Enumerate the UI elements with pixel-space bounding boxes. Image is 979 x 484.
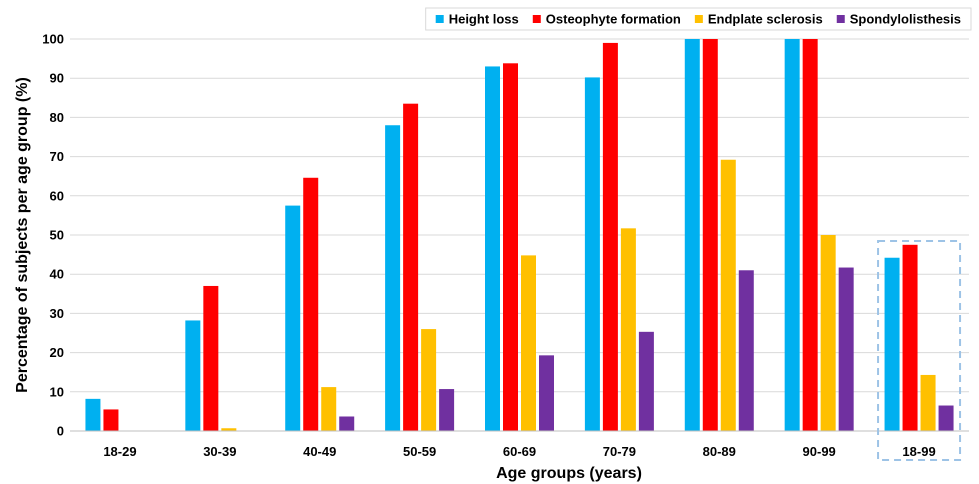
bar-endplate-sclerosis-30-39 bbox=[221, 428, 237, 431]
y-tick-label: 40 bbox=[50, 267, 64, 282]
bar-height-loss-30-39 bbox=[185, 320, 201, 431]
bar-osteophyte-formation-30-39 bbox=[203, 285, 219, 431]
y-tick-label: 20 bbox=[50, 345, 64, 360]
legend-label: Endplate sclerosis bbox=[708, 12, 823, 27]
bar-osteophyte-formation-80-89 bbox=[702, 39, 718, 431]
y-tick-label: 80 bbox=[50, 110, 64, 125]
highlight-layer bbox=[877, 240, 962, 461]
bar-height-loss-60-69 bbox=[485, 66, 500, 431]
bars-layer bbox=[85, 39, 954, 432]
bar-osteophyte-formation-70-79 bbox=[602, 42, 618, 432]
bar-height-loss-18-29 bbox=[85, 398, 101, 431]
y-tick-label: 60 bbox=[50, 188, 64, 203]
legend-label: Osteophyte formation bbox=[546, 12, 681, 27]
bar-endplate-sclerosis-50-59 bbox=[421, 329, 437, 431]
bar-height-loss-80-89 bbox=[684, 39, 700, 431]
grid-layer bbox=[70, 38, 969, 393]
y-tick-label: 30 bbox=[50, 306, 64, 321]
x-tick-label: 18-99 bbox=[902, 444, 935, 459]
x-tick-label: 40-49 bbox=[303, 444, 336, 459]
highlight-box bbox=[877, 240, 962, 461]
bar-spondylolisthesis-60-69 bbox=[539, 355, 554, 431]
legend-label: Spondylolisthesis bbox=[850, 12, 961, 27]
bar-height-loss-40-49 bbox=[285, 205, 301, 431]
bar-spondylolisthesis-18-99 bbox=[938, 405, 954, 431]
x-tick-label: 60-69 bbox=[503, 444, 536, 459]
bar-osteophyte-formation-90-99 bbox=[802, 39, 818, 431]
x-tick-label: 50-59 bbox=[403, 444, 436, 459]
legend-label: Height loss bbox=[449, 12, 519, 27]
x-tick-label: 80-89 bbox=[703, 444, 736, 459]
y-tick-label: 90 bbox=[50, 71, 64, 86]
x-tick-label: 30-39 bbox=[203, 444, 236, 459]
bar-height-loss-18-99 bbox=[884, 257, 900, 431]
bar-endplate-sclerosis-18-99 bbox=[920, 374, 936, 431]
bar-spondylolisthesis-80-89 bbox=[738, 270, 754, 431]
bar-osteophyte-formation-18-99 bbox=[902, 244, 918, 431]
bar-endplate-sclerosis-60-69 bbox=[521, 255, 536, 431]
bar-endplate-sclerosis-90-99 bbox=[820, 235, 836, 431]
bar-osteophyte-formation-60-69 bbox=[503, 63, 518, 431]
bar-spondylolisthesis-50-59 bbox=[439, 389, 455, 431]
y-tick-label: 0 bbox=[57, 424, 64, 439]
bar-height-loss-50-59 bbox=[385, 125, 401, 432]
axis-layer: 0 10 20 30 40 50 60 70 80 90 100 18-29 30-39 40-49 50-… bbox=[42, 32, 969, 459]
bar-endplate-sclerosis-70-79 bbox=[620, 228, 636, 431]
y-tick-label: 50 bbox=[50, 228, 64, 243]
bar-spondylolisthesis-40-49 bbox=[339, 416, 355, 431]
y-tick-label: 70 bbox=[50, 149, 64, 164]
x-tick-label: 90-99 bbox=[803, 444, 836, 459]
y-tick-label: 10 bbox=[50, 384, 64, 399]
legend-swatch bbox=[532, 15, 541, 23]
x-tick-label: 18-29 bbox=[103, 444, 136, 459]
x-axis-title: Age groups (years) bbox=[496, 465, 642, 482]
y-tick-label: 100 bbox=[42, 32, 64, 47]
x-tick-label: 70-79 bbox=[603, 444, 636, 459]
legend: Height loss Osteophyte formation Endplate … bbox=[425, 7, 972, 31]
bar-osteophyte-formation-40-49 bbox=[303, 177, 319, 431]
legend-swatch bbox=[694, 15, 703, 23]
bar-osteophyte-formation-50-59 bbox=[403, 103, 419, 432]
bar-spondylolisthesis-70-79 bbox=[638, 331, 654, 431]
bar-height-loss-70-79 bbox=[584, 77, 600, 431]
bar-osteophyte-formation-18-29 bbox=[103, 409, 119, 431]
y-axis-title: Percentage of subjects per age group (%) bbox=[14, 77, 31, 393]
bar-endplate-sclerosis-40-49 bbox=[321, 387, 337, 431]
bar-endplate-sclerosis-80-89 bbox=[720, 159, 736, 431]
legend-swatch bbox=[836, 15, 845, 23]
bar-spondylolisthesis-90-99 bbox=[838, 267, 854, 431]
bar-height-loss-90-99 bbox=[784, 39, 800, 431]
legend-swatch bbox=[435, 15, 444, 23]
